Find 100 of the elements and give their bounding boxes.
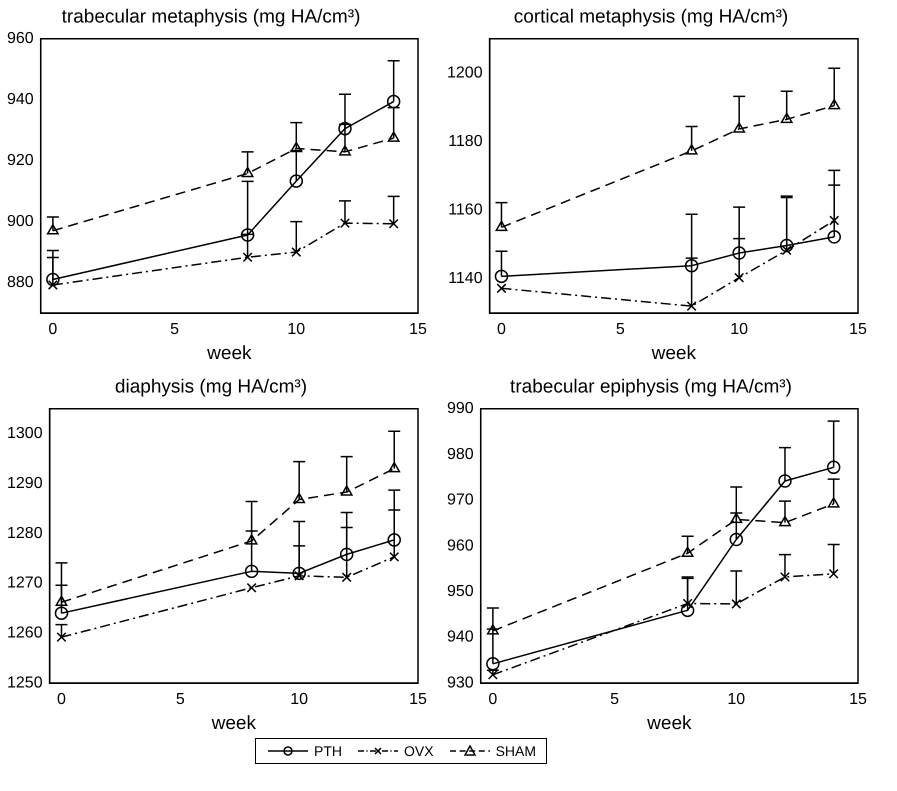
y-tick-label: 970 xyxy=(446,492,474,509)
y-tick-label: 1250 xyxy=(7,674,43,692)
point xyxy=(340,485,353,496)
point xyxy=(290,174,304,188)
point xyxy=(730,512,742,524)
point xyxy=(246,534,258,545)
y-tick-label: 990 xyxy=(446,400,474,418)
point xyxy=(827,230,841,244)
point xyxy=(340,548,354,562)
point xyxy=(780,572,790,582)
point xyxy=(732,246,746,260)
point xyxy=(389,552,400,562)
point xyxy=(826,460,840,474)
point xyxy=(778,474,792,488)
point xyxy=(242,166,254,178)
point xyxy=(338,122,352,136)
point xyxy=(342,572,352,582)
point xyxy=(828,497,840,508)
y-tick-label: 900 xyxy=(6,213,34,230)
point xyxy=(240,228,254,242)
point xyxy=(293,492,306,504)
y-tick-label: 920 xyxy=(6,152,34,170)
point xyxy=(731,598,742,609)
y-tick-label: 1270 xyxy=(7,574,43,592)
legend-label: PTH xyxy=(314,743,342,759)
x-tick-label: 10 xyxy=(290,691,308,708)
x-tick-label: 10 xyxy=(727,691,746,708)
y-tick-label: 1290 xyxy=(7,474,43,492)
x-tick-label: 0 xyxy=(57,691,66,708)
y-tick-label: 1280 xyxy=(7,524,43,542)
x-tick-label: 15 xyxy=(409,691,427,708)
y-tick-label: 960 xyxy=(446,537,474,554)
point xyxy=(290,142,302,152)
point xyxy=(46,272,60,286)
y-tick-label: 1200 xyxy=(447,64,483,82)
point xyxy=(494,270,508,284)
x-axis-title: week xyxy=(650,342,696,364)
point xyxy=(56,632,66,642)
y-tick-label: 1300 xyxy=(7,425,43,442)
point xyxy=(779,516,791,526)
point xyxy=(388,462,400,472)
point xyxy=(780,238,794,252)
legend-label: SHAM xyxy=(496,743,536,759)
x-axis-title: week xyxy=(206,342,252,364)
point xyxy=(496,283,506,294)
point xyxy=(680,604,694,618)
x-tick-label: 15 xyxy=(409,321,427,338)
y-tick-label: 950 xyxy=(446,583,474,600)
point xyxy=(684,258,698,272)
x-tick-label: 10 xyxy=(730,321,748,338)
point xyxy=(246,582,257,593)
point xyxy=(686,301,697,312)
y-tick-label: 880 xyxy=(6,274,34,291)
x-tick-label: 15 xyxy=(849,321,867,338)
x-tick-label: 0 xyxy=(48,321,58,338)
point xyxy=(733,122,746,133)
x-tick-label: 0 xyxy=(488,691,498,708)
point xyxy=(496,220,508,232)
x-tick-label: 5 xyxy=(616,321,625,338)
point xyxy=(734,272,744,283)
point xyxy=(780,112,793,124)
y-tick-label: 940 xyxy=(446,628,474,646)
y-tick-label: 960 xyxy=(6,30,34,48)
point xyxy=(828,568,839,579)
chart-title: trabecular metaphysis (mg HA/cm³) xyxy=(62,6,360,28)
x-tick-label: 5 xyxy=(610,691,620,708)
point xyxy=(388,218,399,229)
point xyxy=(244,564,258,578)
point xyxy=(686,144,698,155)
point xyxy=(291,247,302,258)
point xyxy=(829,215,840,226)
point xyxy=(386,94,400,108)
x-tick-label: 5 xyxy=(170,321,180,338)
chart-title: cortical metaphysis (mg HA/cm³) xyxy=(514,6,788,28)
point xyxy=(340,218,350,228)
point xyxy=(730,532,744,546)
y-tick-label: 1140 xyxy=(448,270,483,288)
y-tick-label: 1180 xyxy=(448,133,483,150)
y-tick-label: 930 xyxy=(446,674,474,692)
y-tick-label: 940 xyxy=(6,91,34,108)
point xyxy=(488,670,498,680)
point xyxy=(388,131,400,142)
x-axis-title: week xyxy=(646,712,692,734)
x-tick-label: 0 xyxy=(497,321,506,338)
point xyxy=(387,533,401,547)
y-tick-label: 980 xyxy=(446,446,474,463)
x-axis-title: week xyxy=(210,712,256,734)
point xyxy=(339,145,351,156)
y-tick-label: 1260 xyxy=(7,624,43,642)
point xyxy=(486,657,500,671)
chart-title: trabecular epiphysis (mg HA/cm³) xyxy=(510,376,792,398)
point xyxy=(682,598,693,608)
point xyxy=(682,546,694,557)
x-tick-label: 5 xyxy=(176,691,185,708)
point xyxy=(486,624,499,635)
chart-title: diaphysis (mg HA/cm³) xyxy=(114,376,308,398)
point xyxy=(292,566,306,580)
legend-label: OVX xyxy=(404,743,434,759)
x-tick-label: 15 xyxy=(849,691,867,708)
y-tick-label: 1160 xyxy=(448,202,483,219)
